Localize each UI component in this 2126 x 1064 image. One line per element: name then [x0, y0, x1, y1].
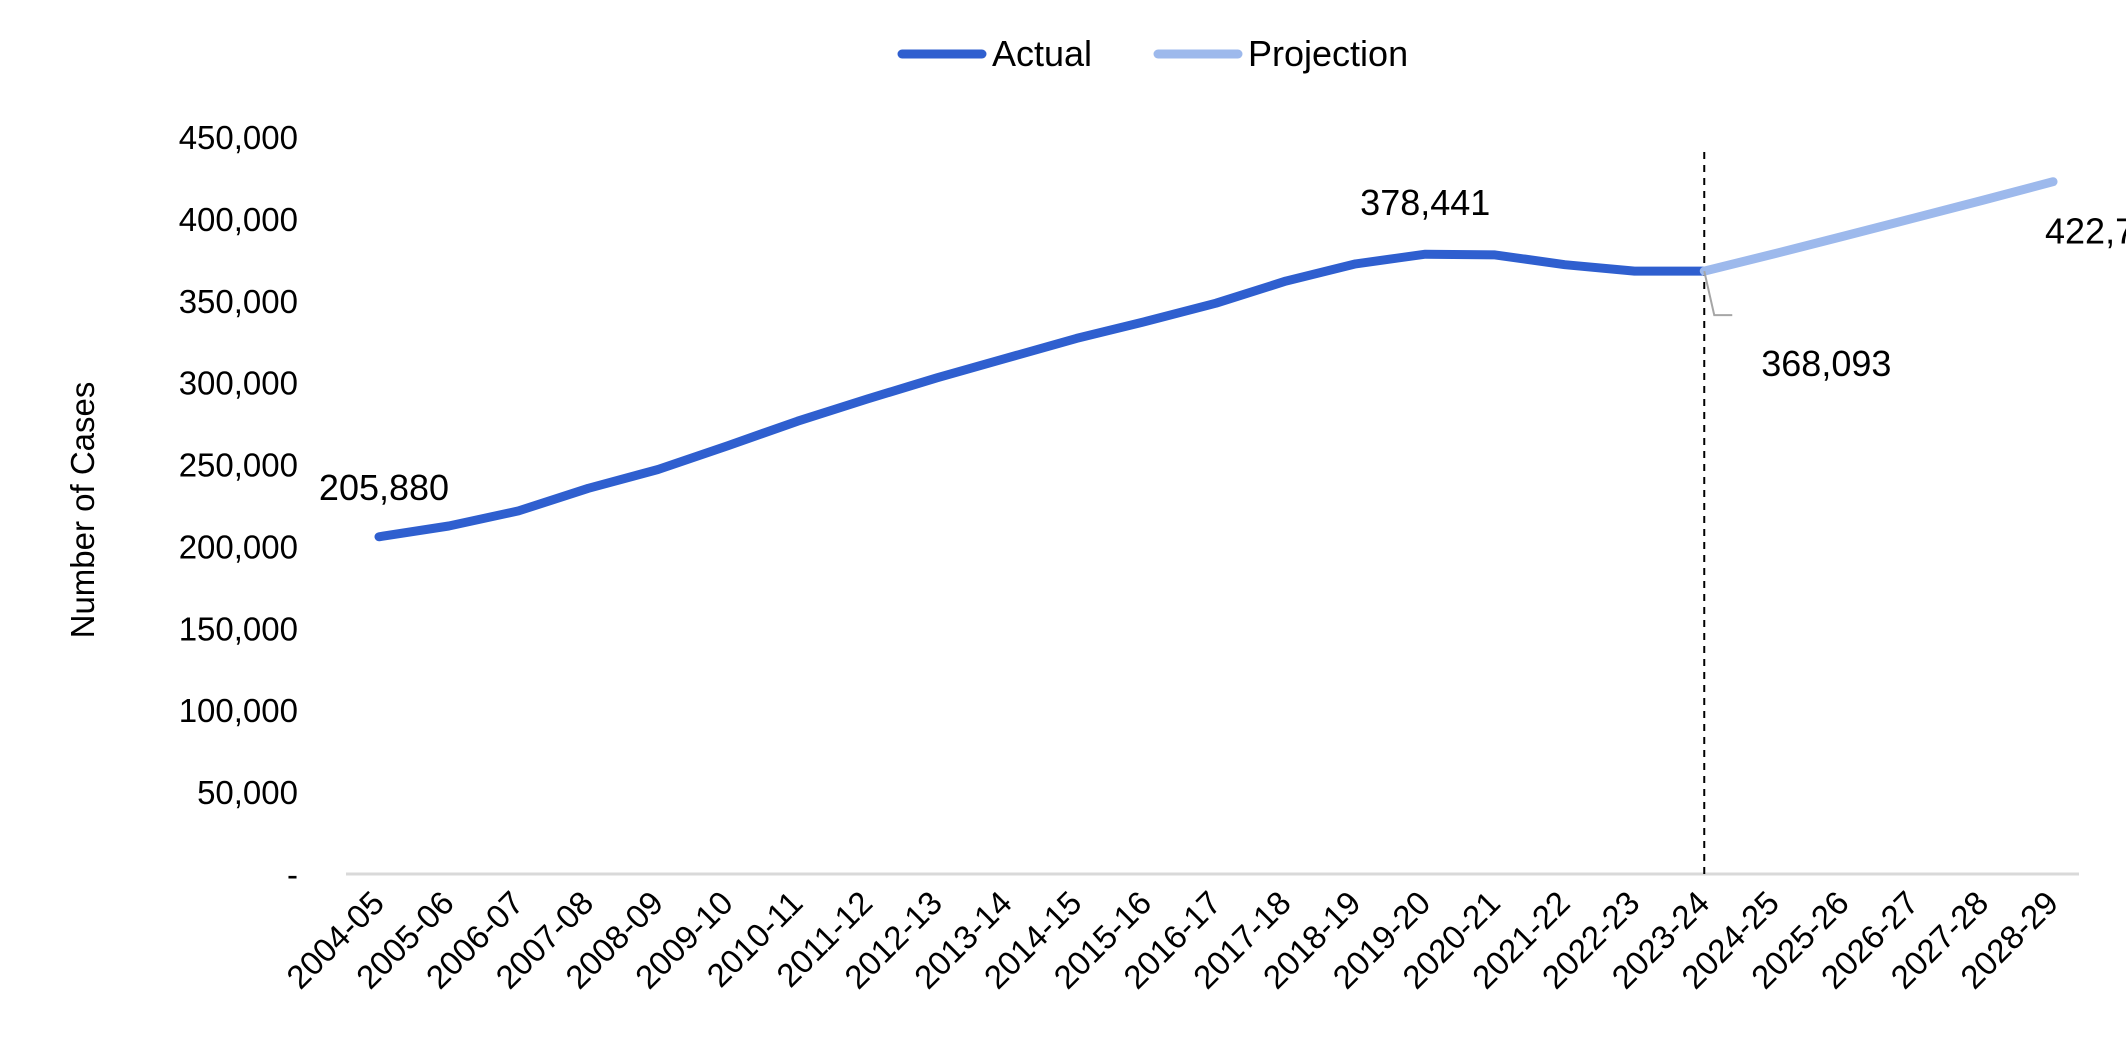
- y-tick-label: 350,000: [179, 283, 298, 320]
- y-tick-label: -: [287, 856, 298, 893]
- data-label: 378,441: [1360, 182, 1490, 223]
- y-tick-label: 100,000: [179, 692, 298, 729]
- legend-label-actual: Actual: [992, 33, 1092, 74]
- data-label: 422,704: [2045, 211, 2126, 252]
- series-lines: [374, 177, 2058, 542]
- data-label: 205,880: [319, 467, 449, 508]
- data-label: 368,093: [1761, 343, 1891, 384]
- x-axis-ticks: 2004-052005-062006-072007-082008-092009-…: [279, 884, 2065, 996]
- data-labels: 205,880 378,441 368,093 422,704: [319, 182, 2126, 508]
- y-tick-label: 400,000: [179, 201, 298, 238]
- series-line-projection: [1699, 177, 2058, 276]
- series-line-actual: [374, 249, 1709, 542]
- y-tick-label: 150,000: [179, 610, 298, 647]
- data-label-leader-line: [1703, 270, 1733, 317]
- y-tick-label: 300,000: [179, 365, 298, 402]
- legend-label-projection: Projection: [1248, 33, 1408, 74]
- legend-item-actual: Actual: [897, 33, 1092, 74]
- y-axis-ticks: - 50,000 100,000 150,000 200,000 250,000 300,0…: [179, 119, 298, 893]
- y-tick-label: 50,000: [197, 774, 298, 811]
- y-tick-label: 200,000: [179, 528, 298, 565]
- y-tick-label: 250,000: [179, 447, 298, 484]
- legend: Actual Projection: [897, 33, 1408, 74]
- y-axis-title: Number of Cases: [64, 382, 101, 639]
- legend-item-projection: Projection: [1153, 33, 1408, 74]
- y-tick-label: 450,000: [179, 119, 298, 156]
